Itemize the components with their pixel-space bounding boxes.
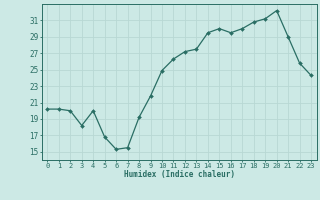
X-axis label: Humidex (Indice chaleur): Humidex (Indice chaleur) [124, 170, 235, 179]
